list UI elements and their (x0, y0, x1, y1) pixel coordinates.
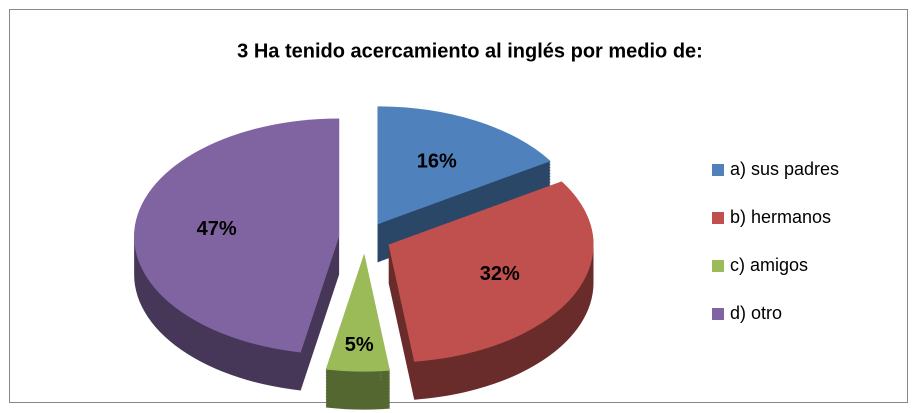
data-label: 16% (417, 151, 457, 173)
legend-label: c) amigos (730, 255, 808, 275)
data-label: 5% (345, 334, 374, 356)
slice (134, 118, 340, 353)
slice (377, 106, 551, 225)
legend-label: a) sus padres (730, 159, 839, 179)
chart-title: 3 Ha tenido acercamiento al inglés por m… (237, 40, 703, 62)
legend-swatch (712, 308, 724, 320)
legend-swatch (712, 260, 724, 272)
slice (388, 181, 594, 362)
legend-label: b) hermanos (730, 207, 831, 227)
data-label: 47% (197, 218, 237, 240)
slice (325, 253, 390, 372)
legend-swatch (712, 212, 724, 224)
legend-label: d) otro (730, 303, 782, 323)
legend-swatch (712, 164, 724, 176)
data-label: 32% (480, 263, 520, 285)
